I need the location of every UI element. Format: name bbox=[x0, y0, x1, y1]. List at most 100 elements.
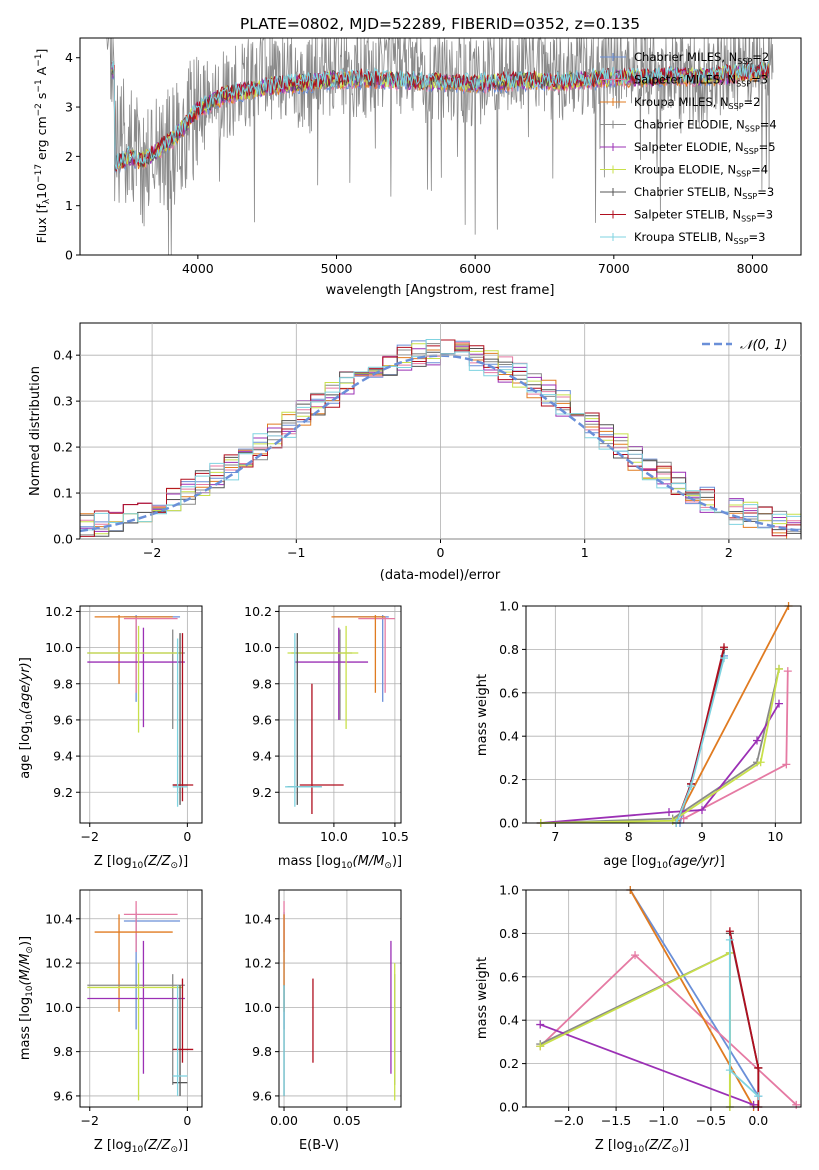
y-tick-label: 0.8 bbox=[499, 642, 519, 657]
weight-vs-age-panel: 7 8 9 10 0.0 0.2 0.4 0.6 0.8 1.0 bbox=[499, 599, 802, 844]
y-tick-label: 2 bbox=[65, 149, 73, 164]
y-tick-label: 9.8 bbox=[252, 676, 272, 691]
y-tick-label: 10.2 bbox=[45, 956, 73, 971]
age-vs-mass-panel: 10.0 10.5 9.2 9.4 9.6 9.8 10.0 10.2 bbox=[244, 604, 409, 844]
y-tick-label: 0.2 bbox=[53, 440, 73, 455]
x-tick-label: −0.5 bbox=[696, 1113, 726, 1128]
x-tick-label: −2 bbox=[143, 545, 161, 560]
mass-weight-marker bbox=[536, 1042, 545, 1051]
x-tick-label: 5000 bbox=[321, 261, 353, 276]
spectrum-xlabel: wavelength [Angstrom, rest frame] bbox=[326, 283, 555, 298]
y-tick-label: 0.1 bbox=[53, 486, 73, 501]
spectrum-ticks: 4000 5000 6000 7000 8000 0 1 2 3 4 bbox=[65, 50, 768, 276]
weight-age-ylabel: mass weight bbox=[475, 674, 490, 756]
y-tick-label: 9.4 bbox=[53, 749, 73, 764]
mass-weight-marker bbox=[754, 1092, 763, 1101]
y-tick-label: 10.2 bbox=[244, 956, 272, 971]
mass-weight-marker bbox=[725, 935, 734, 944]
mass-weight-line bbox=[540, 668, 780, 824]
mass-weight-line bbox=[539, 1023, 754, 1106]
panel-frame bbox=[79, 605, 203, 824]
mass-weight-marker bbox=[536, 1020, 545, 1029]
x-tick-label: 0 bbox=[437, 545, 445, 560]
age-vs-z-panel: −2 0 9.2 9.4 9.6 9.8 10.0 10.2 bbox=[45, 604, 203, 844]
x-tick-label: 0.0 bbox=[748, 1113, 768, 1128]
mass-weight-line bbox=[675, 647, 725, 824]
y-tick-label: 9.6 bbox=[252, 1088, 272, 1103]
panel-frame bbox=[525, 605, 802, 824]
panel-plot: 7 8 9 10 0.0 0.2 0.4 0.6 0.8 1.0 bbox=[499, 599, 801, 844]
x-tick-label: −2 bbox=[81, 1113, 99, 1128]
mass-z-ylabel: mass [log10(M/M⊙)] bbox=[18, 936, 35, 1060]
mass-weight-marker bbox=[783, 667, 792, 676]
y-tick-label: 9.8 bbox=[53, 1044, 73, 1059]
y-tick-label: 0.4 bbox=[499, 729, 519, 744]
y-tick-label: 0.6 bbox=[499, 685, 519, 700]
weight-vs-z-panel: −2.0 −1.5 −1.0 −0.5 0.0 0.0 0.2 0.4 0.6 0.8 1.0 bbox=[499, 883, 802, 1128]
x-tick-label: 0 bbox=[183, 829, 191, 844]
x-tick-label: 4000 bbox=[182, 261, 214, 276]
legend-label: Salpeter ELODIE, NSSP=5 bbox=[634, 140, 776, 156]
y-tick-label: 9.2 bbox=[252, 785, 272, 800]
x-tick-label: 6000 bbox=[459, 261, 491, 276]
y-tick-label: 10.0 bbox=[45, 1000, 73, 1015]
panel-plot: 10.0 10.5 9.2 9.4 9.6 9.8 10.0 10.2 bbox=[244, 604, 409, 844]
panel-plot: −2 0 9.6 9.8 10.0 10.2 10.4 bbox=[45, 890, 202, 1128]
x-tick-label: −1.5 bbox=[601, 1113, 631, 1128]
gaussian-legend-label: 𝒩(0, 1) bbox=[740, 338, 787, 353]
x-tick-label: −2 bbox=[81, 829, 99, 844]
age-z-ylabel: age [log10(age/yr)] bbox=[18, 657, 35, 779]
x-tick-label: 2 bbox=[725, 545, 733, 560]
x-tick-label: 0.00 bbox=[270, 1113, 298, 1128]
histogram-ylabel: Normed distribution bbox=[28, 366, 43, 496]
age-z-xlabel: Z [log10(Z/Z⊙)] bbox=[94, 854, 188, 871]
y-tick-label: 10.4 bbox=[244, 911, 272, 926]
mass-weight-line bbox=[540, 703, 780, 824]
y-tick-label: 1.0 bbox=[499, 599, 519, 614]
mass-weight-marker bbox=[687, 782, 695, 791]
mass-weight-marker bbox=[720, 643, 728, 652]
mass-weight-marker bbox=[782, 760, 791, 769]
y-tick-label: 10.0 bbox=[244, 1000, 272, 1015]
mass-weight-line bbox=[629, 889, 755, 1108]
weight-age-xlabel: age [log10(age/yr)] bbox=[603, 854, 725, 871]
mass-ebv-xlabel: E(B-V) bbox=[299, 1138, 339, 1153]
x-tick-label: 7 bbox=[551, 829, 559, 844]
x-tick-label: −1 bbox=[287, 545, 305, 560]
spectrum-legend: Chabrier MILES, NSSP=2 Salpeter MILES, NS… bbox=[600, 50, 777, 246]
y-tick-label: 9.6 bbox=[252, 712, 272, 727]
model-spectrum-line bbox=[111, 60, 770, 170]
x-tick-label: 10.5 bbox=[381, 829, 409, 844]
legend-label: Kroupa ELODIE, NSSP=4 bbox=[634, 163, 768, 179]
y-tick-label: 9.2 bbox=[53, 785, 73, 800]
legend-label: Salpeter MILES, NSSP=3 bbox=[634, 73, 768, 89]
mass-weight-marker bbox=[679, 814, 688, 823]
mass-weight-marker bbox=[725, 1066, 734, 1075]
panel-frame bbox=[525, 889, 802, 1108]
y-tick-label: 9.4 bbox=[252, 749, 272, 764]
mass-weight-line bbox=[629, 889, 760, 1097]
y-tick-label: 9.6 bbox=[53, 712, 73, 727]
y-tick-label: 0 bbox=[65, 248, 73, 263]
x-tick-label: 1 bbox=[581, 545, 589, 560]
legend-label: Kroupa STELIB, NSSP=3 bbox=[634, 230, 765, 246]
x-tick-label: 0.05 bbox=[333, 1113, 361, 1128]
x-tick-label: 10 bbox=[767, 829, 783, 844]
spectrum-frame bbox=[79, 37, 802, 256]
weight-z-ylabel: mass weight bbox=[475, 957, 490, 1039]
spectrum-plot bbox=[106, 36, 774, 256]
y-tick-label: 1 bbox=[65, 198, 73, 213]
figure-title: PLATE=0802, MJD=52289, FIBERID=0352, z=0… bbox=[240, 15, 640, 33]
histogram-ticks: −2 −1 0 1 2 0.0 0.1 0.2 0.3 0.4 bbox=[53, 323, 801, 560]
y-tick-label: 10.0 bbox=[244, 640, 272, 655]
mass-vs-ebv-panel: 0.00 0.05 9.6 9.8 10.0 10.2 10.4 bbox=[244, 889, 402, 1128]
mass-weight-marker bbox=[720, 654, 728, 663]
y-tick-label: 4 bbox=[65, 50, 73, 65]
y-tick-label: 10.4 bbox=[45, 911, 73, 926]
mass-vs-z-panel: −2 0 9.6 9.8 10.0 10.2 10.4 bbox=[45, 889, 203, 1128]
y-tick-label: 0.0 bbox=[499, 816, 519, 831]
legend-label: Chabrier ELODIE, NSSP=4 bbox=[634, 118, 777, 134]
histogram-legend: 𝒩(0, 1) bbox=[702, 338, 787, 353]
mass-weight-marker bbox=[775, 699, 783, 708]
